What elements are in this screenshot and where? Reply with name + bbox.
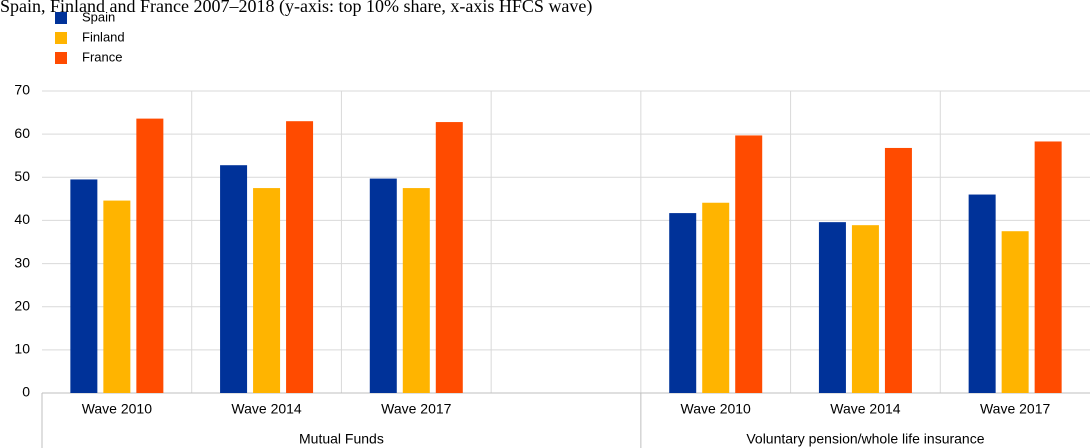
x-tick-label: Wave 2017 (381, 401, 452, 417)
legend-label: Spain (82, 9, 115, 24)
bar (435, 122, 463, 393)
y-tick-label: 0 (22, 384, 30, 400)
chart-title: Spain, Finland and France 2007–2018 (y-a… (0, 0, 592, 17)
bar (286, 121, 314, 393)
bar (103, 200, 131, 393)
bar (818, 222, 846, 393)
y-tick-label: 40 (14, 211, 30, 227)
bar (702, 202, 730, 393)
bar (253, 188, 281, 393)
bar (1001, 231, 1029, 393)
legend-label: Finland (82, 29, 125, 44)
bar (968, 194, 996, 393)
y-tick-label: 60 (14, 125, 30, 141)
x-tick-label: Wave 2014 (830, 401, 901, 417)
bar (884, 147, 912, 393)
bar (136, 118, 164, 394)
y-tick-label: 50 (14, 168, 30, 184)
y-tick-label: 10 (14, 341, 30, 357)
group-label: Mutual Funds (299, 431, 384, 447)
group-label: Voluntary pension/whole life insurance (746, 431, 984, 447)
y-tick-label: 20 (14, 297, 30, 313)
bar (220, 165, 248, 393)
y-tick-label: 30 (14, 254, 30, 270)
x-tick-label: Wave 2017 (980, 401, 1051, 417)
bar (1034, 141, 1062, 393)
bar (735, 135, 763, 394)
bar (851, 225, 879, 393)
bar (369, 178, 397, 393)
legend-swatch (55, 32, 67, 44)
bar (402, 188, 430, 393)
x-tick-label: Wave 2010 (681, 401, 752, 417)
x-tick-label: Wave 2014 (231, 401, 302, 417)
x-tick-label: Wave 2010 (82, 401, 153, 417)
legend-swatch (55, 52, 67, 64)
legend-swatch (55, 12, 67, 24)
bar (70, 179, 98, 393)
legend-label: France (82, 49, 122, 64)
y-tick-label: 70 (14, 82, 30, 98)
bar (669, 213, 697, 393)
